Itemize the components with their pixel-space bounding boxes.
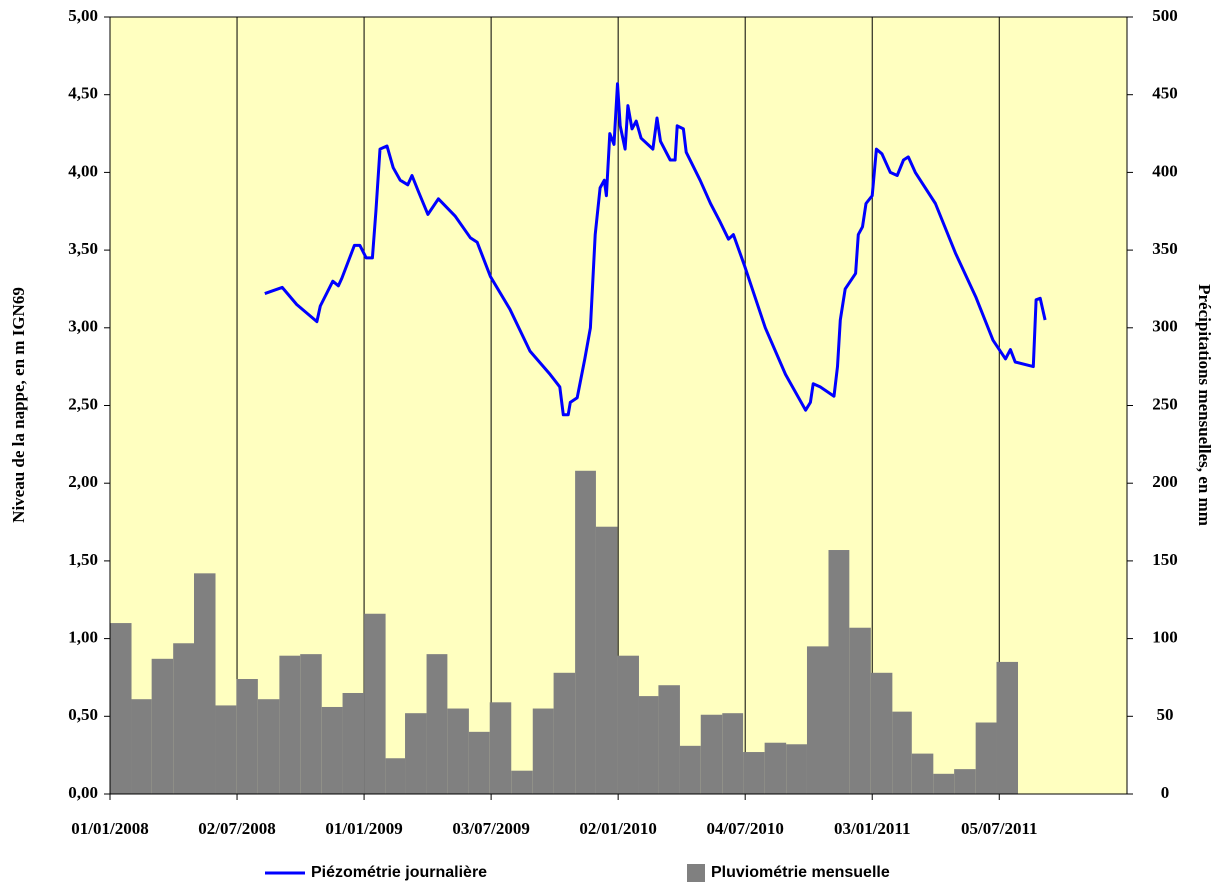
bar	[532, 708, 554, 794]
y2-tick-label: 300	[1152, 317, 1178, 336]
x-tick-label: 02/01/2010	[579, 819, 656, 838]
bar	[236, 679, 258, 794]
bar	[638, 696, 659, 794]
y2-axis-title: Précipitations mensuelles, en mm	[1195, 284, 1214, 526]
bar	[173, 643, 194, 794]
lines	[264, 82, 1047, 417]
bar	[405, 713, 427, 794]
y-axis-title: Niveau de la nappe, en m IGN69	[9, 287, 28, 523]
bar	[849, 627, 871, 794]
bar	[679, 745, 701, 794]
bar	[700, 714, 723, 794]
x-tick-label: 04/07/2010	[706, 819, 783, 838]
bar	[911, 753, 934, 794]
bar	[426, 654, 448, 794]
bar	[468, 731, 490, 794]
y2-tick-label: 50	[1157, 705, 1174, 724]
y2-tick-label: 250	[1152, 394, 1178, 413]
bar	[933, 773, 955, 794]
bar	[954, 769, 976, 794]
y-tick-label: 2,00	[68, 472, 98, 491]
bar	[658, 685, 680, 794]
bar	[743, 752, 765, 794]
bar	[511, 770, 533, 794]
bar	[617, 655, 639, 794]
bar	[215, 705, 237, 794]
y-tick-label: 4,00	[68, 161, 98, 180]
x-tick-label: 01/01/2009	[325, 819, 402, 838]
bar	[131, 699, 152, 794]
line	[264, 82, 1047, 417]
bar	[110, 623, 132, 794]
bar	[722, 713, 744, 794]
y-tick-label: 1,50	[68, 550, 98, 569]
bar	[870, 672, 893, 794]
y2-tick-label: 450	[1152, 84, 1178, 103]
bar	[342, 692, 365, 794]
bar	[575, 470, 596, 794]
bar	[321, 706, 343, 794]
bar	[257, 699, 280, 794]
bar	[595, 526, 618, 794]
bar	[828, 550, 850, 794]
y-tick-label: 4,50	[68, 84, 98, 103]
y2-tick-label: 0	[1161, 783, 1170, 802]
x-tick-label: 03/01/2011	[834, 819, 911, 838]
y-tick-label: 3,50	[68, 239, 98, 258]
bar	[553, 672, 576, 794]
y2-tick-label: 100	[1152, 628, 1178, 647]
y2-tick-label: 350	[1152, 239, 1178, 258]
bar	[300, 654, 322, 794]
y-tick-label: 1,00	[68, 628, 98, 647]
legend-label: Piézométrie journalière	[311, 864, 487, 881]
y2-tick-label: 200	[1152, 472, 1178, 491]
x-tick-label: 02/07/2008	[198, 819, 275, 838]
legend-swatch	[687, 864, 705, 882]
x-tick-label: 05/07/2011	[961, 819, 1038, 838]
bar	[806, 646, 829, 794]
bar	[764, 742, 787, 794]
x-tick-label: 03/07/2009	[452, 819, 529, 838]
bar	[892, 711, 912, 794]
bar	[489, 702, 512, 794]
y2-tick-label: 150	[1152, 550, 1178, 569]
bar	[786, 744, 807, 794]
y-tick-label: 3,00	[68, 317, 98, 336]
legend-label: Pluviométrie mensuelle	[711, 864, 890, 881]
bar	[385, 758, 406, 794]
bar	[996, 661, 1019, 794]
y-tick-label: 0,00	[68, 783, 98, 802]
x-tick-label: 01/01/2008	[71, 819, 148, 838]
bar	[151, 658, 174, 794]
bars	[110, 470, 1019, 794]
bar	[279, 655, 301, 794]
bar	[364, 613, 386, 794]
bar	[193, 573, 216, 794]
bar	[975, 722, 997, 794]
y2-tick-label: 400	[1152, 161, 1178, 180]
y-tick-label: 0,50	[68, 705, 98, 724]
y2-tick-label: 500	[1152, 6, 1178, 25]
y-tick-label: 5,00	[68, 6, 98, 25]
plot-frame	[109, 16, 1128, 795]
axes: 01/01/2008 02/07/2008 01/01/2009 03/07/2009…	[68, 6, 1178, 838]
bar	[447, 708, 469, 794]
y-tick-label: 2,50	[68, 394, 98, 413]
